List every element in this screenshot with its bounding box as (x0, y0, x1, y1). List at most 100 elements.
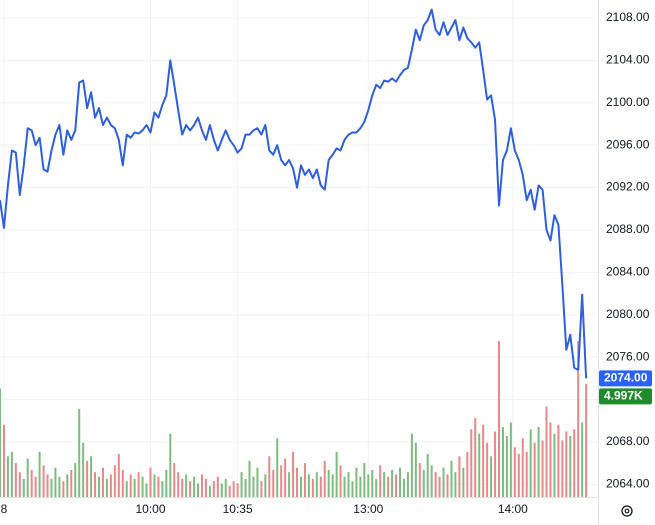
volume-bar (490, 456, 493, 497)
volume-bar (169, 433, 172, 497)
volume-bar (121, 469, 124, 497)
volume-bar (319, 476, 322, 497)
volume-bar (581, 422, 584, 497)
volume-bar (561, 440, 564, 497)
volume-bar (379, 465, 382, 497)
volume-bar (505, 436, 508, 497)
y-tick-label: 2104.00 (606, 53, 650, 67)
volume-bar (252, 476, 255, 497)
volume-bar (284, 458, 287, 497)
volume-bar (430, 465, 433, 497)
volume-bar (14, 463, 17, 497)
volume-bar (236, 483, 239, 497)
volume-bar (264, 474, 267, 497)
volume-bar (244, 478, 247, 497)
volume-bar (94, 472, 97, 497)
volume-bar (98, 476, 101, 497)
settings-icon[interactable] (621, 505, 633, 517)
price-line (0, 8, 588, 379)
volume-bar (474, 417, 477, 497)
volume-bar (74, 463, 77, 497)
volume-bar (105, 478, 108, 497)
volume-bar (391, 469, 394, 497)
y-tick-label: 2064.00 (606, 476, 650, 490)
volume-bar (22, 478, 25, 497)
volume-bar (533, 442, 536, 497)
volume-bar (66, 474, 69, 497)
settings-button[interactable] (621, 505, 633, 517)
volume-bar (438, 476, 441, 497)
volume-bar (153, 474, 156, 497)
volume-bar (327, 469, 330, 497)
y-tick-label: 2068.00 (606, 434, 650, 448)
volume-bar (232, 481, 235, 497)
volume-bar (497, 341, 500, 497)
volume-bar (402, 478, 405, 497)
volume-bar (193, 476, 196, 497)
volume-bar (54, 467, 57, 497)
volume-bar (521, 438, 524, 497)
volume-bar (181, 478, 184, 497)
volume-bar (296, 467, 299, 497)
x-tick-label: 13:00 (353, 502, 383, 516)
volume-bar (331, 474, 334, 497)
volume-bar (585, 384, 588, 497)
price-pane (0, 8, 588, 379)
volume-bar (343, 476, 346, 497)
volume-bar (395, 474, 398, 497)
volume-bar (470, 429, 473, 497)
volume-bar (398, 467, 401, 497)
volume-bar (569, 436, 572, 497)
volume-bar (494, 431, 497, 497)
axes: 2064.002068.002072.002076.002080.002084.… (1, 10, 652, 516)
volume-bar (414, 442, 417, 497)
volume-bar (141, 476, 144, 497)
volume-bar (78, 408, 81, 497)
volume-bar (442, 467, 445, 497)
volume-bar (501, 426, 504, 497)
volume-bar (177, 472, 180, 497)
volume-bar (197, 483, 200, 497)
x-tick-label: 10:00 (135, 502, 165, 516)
volume-bar (62, 481, 65, 497)
volume-bar (299, 476, 302, 497)
volume-bar (509, 422, 512, 497)
volume-bar (200, 474, 203, 497)
volume-bar (50, 478, 53, 497)
volume-bar (125, 481, 128, 497)
volume-bar (165, 469, 168, 497)
volume-bar (434, 472, 437, 497)
volume-bar (335, 451, 338, 497)
volume-bar (90, 456, 93, 497)
volume-bar (86, 460, 89, 497)
volume-bar (573, 429, 576, 497)
volume-bar (185, 474, 188, 497)
volume-bar (224, 478, 227, 497)
volume-bar (189, 481, 192, 497)
volume-bar (260, 481, 263, 497)
volume-bar (157, 476, 160, 497)
volume-pane (0, 341, 588, 497)
y-tick-label: 2096.00 (606, 137, 650, 151)
volume-bar (565, 431, 568, 497)
volume-bar (292, 451, 295, 497)
volume-bar (38, 451, 41, 497)
volume-bar (2, 424, 5, 497)
volume-bar (113, 465, 116, 497)
volume-bar (478, 433, 481, 497)
x-tick-label: 8 (1, 502, 8, 516)
volume-bar (422, 469, 425, 497)
volume-bar (276, 438, 279, 497)
volume-bar (351, 481, 354, 497)
last-value-badge (599, 388, 652, 405)
volume-bar (363, 463, 366, 497)
volume-bar (553, 433, 556, 497)
last-value-badge (599, 370, 652, 387)
volume-bar (347, 472, 350, 497)
volume-bar (173, 463, 176, 497)
y-tick-label: 2088.00 (606, 222, 650, 236)
settings-icon-center[interactable] (624, 508, 630, 514)
grid (0, 0, 598, 497)
volume-bar (30, 469, 33, 497)
volume-bar (549, 422, 552, 497)
